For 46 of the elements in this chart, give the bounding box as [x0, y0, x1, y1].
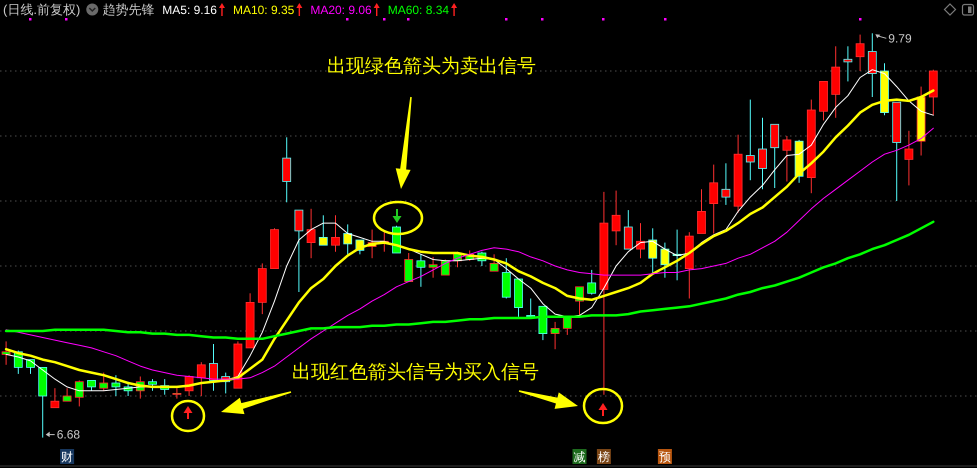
candlestick	[782, 136, 792, 182]
candlestick	[172, 388, 182, 400]
candlestick	[856, 34, 864, 72]
annotation: 9.79	[888, 31, 912, 46]
candlestick	[294, 210, 304, 292]
candlestick	[770, 124, 780, 188]
text: MA60: 8.34	[388, 3, 450, 17]
candlestick	[306, 208, 316, 259]
candlestick	[99, 372, 108, 392]
candlestick	[612, 190, 620, 246]
chart-title: (日线.前复权)	[3, 2, 80, 17]
candlestick	[758, 117, 767, 190]
candlestick	[416, 254, 426, 288]
text: MA10: 9.35	[232, 3, 295, 17]
candlestick	[209, 344, 218, 392]
candlestick	[50, 388, 60, 408]
candlestick	[722, 162, 730, 206]
candlestick	[331, 214, 340, 252]
candlestick	[148, 378, 157, 392]
candlestick	[112, 374, 120, 396]
chart-subtitle: 趋势先锋	[102, 2, 154, 17]
candlestick	[62, 388, 72, 402]
candlestick	[844, 46, 852, 82]
text: MA20: 9.06	[310, 3, 372, 17]
candlestick	[282, 136, 292, 203]
candlestick	[624, 210, 633, 250]
candlestick	[87, 380, 96, 392]
candlestick	[697, 188, 706, 234]
candlestick	[587, 269, 596, 296]
candlestick	[660, 242, 670, 278]
candlestick	[196, 362, 206, 396]
text: MA5: 9.16	[162, 3, 218, 17]
candlestick	[318, 214, 328, 246]
annotation: 6.68	[56, 428, 80, 442]
candlestick	[343, 224, 352, 255]
candlestick	[648, 228, 658, 273]
candlestick	[904, 130, 914, 186]
candlestick	[550, 321, 560, 350]
candlestick	[428, 256, 438, 278]
candlestick	[2, 340, 10, 366]
candlestick	[709, 164, 718, 234]
candlestick	[490, 254, 498, 272]
candlestick	[404, 252, 414, 282]
annotation: 出现绿色箭头为卖出信号	[327, 56, 536, 77]
annotation: 出现红色箭头信号为买入信号	[292, 362, 539, 383]
candlestick	[746, 99, 755, 181]
